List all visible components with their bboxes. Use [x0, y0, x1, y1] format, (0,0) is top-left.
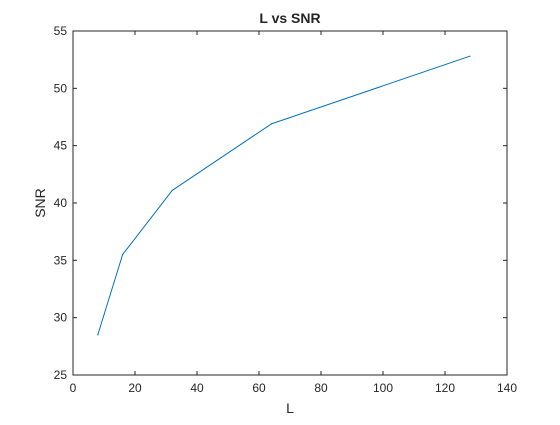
x-tick-label: 60 [252, 381, 266, 395]
data-point [171, 189, 173, 191]
x-tick-label: 100 [373, 381, 393, 395]
chart-title: L vs SNR [259, 10, 320, 26]
x-tick-label: 40 [190, 381, 204, 395]
y-tick-label: 35 [54, 253, 68, 267]
x-tick-label: 120 [435, 381, 455, 395]
y-tick-label: 40 [54, 196, 68, 210]
x-tick-label: 140 [497, 381, 517, 395]
x-tick-label: 80 [314, 381, 328, 395]
y-tick-label: 25 [54, 368, 68, 382]
data-point [270, 123, 272, 125]
x-tick-label: 20 [128, 381, 142, 395]
y-axis-ticks: 25 30 35 40 45 50 55 [54, 24, 507, 382]
y-tick-label: 30 [54, 311, 68, 325]
y-tick-label: 55 [54, 24, 68, 38]
data-point [122, 254, 124, 256]
y-tick-label: 45 [54, 139, 68, 153]
data-point [97, 334, 99, 336]
x-axis-label: L [286, 400, 294, 416]
y-tick-label: 50 [54, 81, 68, 95]
x-axis-ticks: 0 20 40 60 80 100 120 140 [70, 31, 517, 395]
series-layer [97, 55, 471, 336]
plot-area [72, 30, 508, 376]
y-axis-label: SNR [32, 188, 48, 218]
x-tick-label: 0 [70, 381, 77, 395]
data-point [469, 55, 471, 57]
